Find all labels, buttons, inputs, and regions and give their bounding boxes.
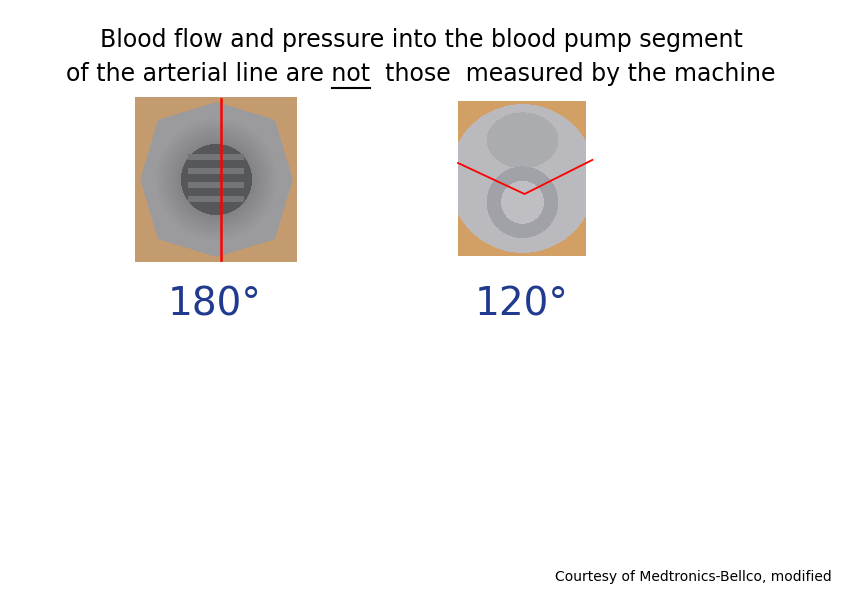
Text: 120°: 120° [475, 286, 569, 324]
Text: Blood flow and pressure into the blood pump segment: Blood flow and pressure into the blood p… [99, 28, 743, 52]
Text: 180°: 180° [168, 286, 262, 324]
Text: Courtesy of Medtronics-Bellco, modified: Courtesy of Medtronics-Bellco, modified [555, 570, 832, 584]
Text: of the arterial line are not  those  measured by the machine: of the arterial line are not those measu… [67, 62, 775, 86]
